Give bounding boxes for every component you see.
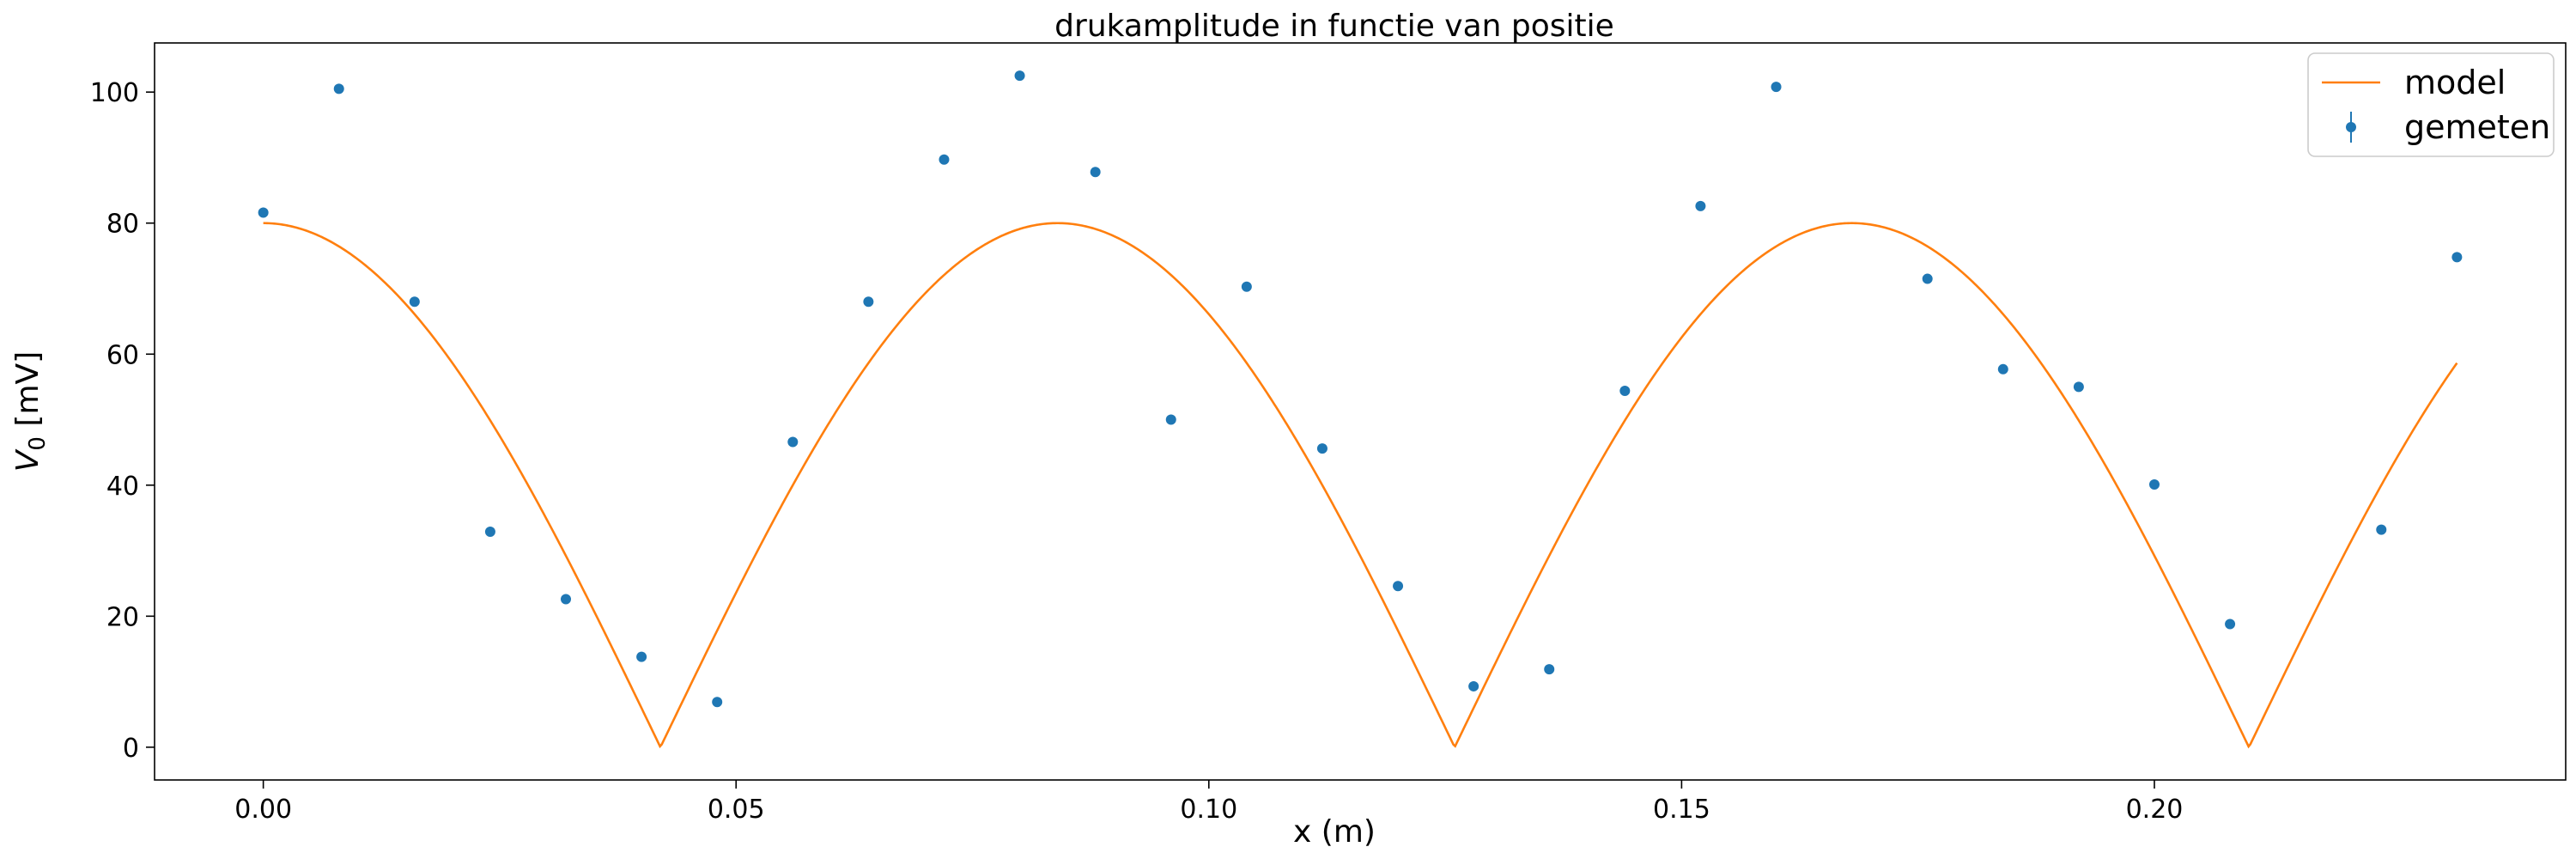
y-axis-label: V0 [mV] (10, 351, 51, 472)
data-point (939, 154, 950, 165)
x-tick-label: 0.15 (1653, 795, 1710, 825)
legend: model gemeten (2307, 52, 2555, 157)
data-point (1393, 581, 1404, 592)
chart-title: drukamplitude in functie van positie (1054, 9, 1614, 44)
data-point (863, 296, 874, 308)
y-tick-label: 20 (106, 602, 139, 632)
legend-gemeten-label: gemeten (2404, 108, 2550, 146)
data-point (1922, 273, 1933, 284)
x-axis-ticks: 0.00 0.05 0.10 0.15 0.20 (234, 780, 2183, 825)
x-tick-label: 0.20 (2126, 795, 2184, 825)
x-tick-label: 0.05 (708, 795, 765, 825)
legend-box (2307, 52, 2555, 157)
data-point (2451, 252, 2463, 263)
legend-model-label: model (2404, 64, 2506, 101)
y-axis-label-unit: [mV] (10, 351, 46, 436)
y-tick-label: 80 (106, 210, 139, 240)
x-axis-label: x (m) (1293, 814, 1376, 850)
x-tick-label: 0.10 (1180, 795, 1237, 825)
data-point (258, 207, 269, 218)
data-point (1316, 443, 1327, 454)
data-point (1090, 167, 1101, 178)
y-axis-label-base: V (10, 448, 46, 472)
measured-points (258, 70, 2463, 708)
data-point (787, 436, 799, 448)
x-tick-label: 0.00 (234, 795, 292, 825)
y-axis-ticks: 0 20 40 60 80 100 (90, 78, 155, 764)
data-point (333, 83, 344, 94)
y-tick-label: 40 (106, 472, 139, 502)
data-point (561, 594, 572, 605)
data-point (2073, 381, 2084, 393)
data-point (1771, 82, 1782, 93)
data-point (1695, 200, 1706, 211)
data-point (712, 697, 723, 708)
y-tick-label: 100 (90, 78, 139, 108)
y-tick-label: 60 (106, 340, 139, 370)
data-point (2376, 524, 2387, 535)
data-point (2225, 618, 2236, 630)
data-point (1544, 664, 1555, 675)
data-point (636, 651, 647, 662)
data-point (1014, 70, 1025, 82)
data-point (2148, 479, 2160, 490)
plot-frame (154, 42, 2567, 781)
legend-gemeten-marker (2346, 122, 2356, 132)
data-point (1619, 385, 1631, 396)
data-point (1997, 363, 2008, 375)
y-axis-label-sub: 0 (25, 436, 51, 451)
data-point (484, 526, 495, 537)
data-point (1165, 414, 1176, 425)
data-point (409, 296, 420, 308)
model-line (263, 222, 2458, 749)
data-point (1241, 281, 1252, 292)
y-tick-label: 0 (123, 734, 139, 764)
data-point (1468, 680, 1479, 691)
